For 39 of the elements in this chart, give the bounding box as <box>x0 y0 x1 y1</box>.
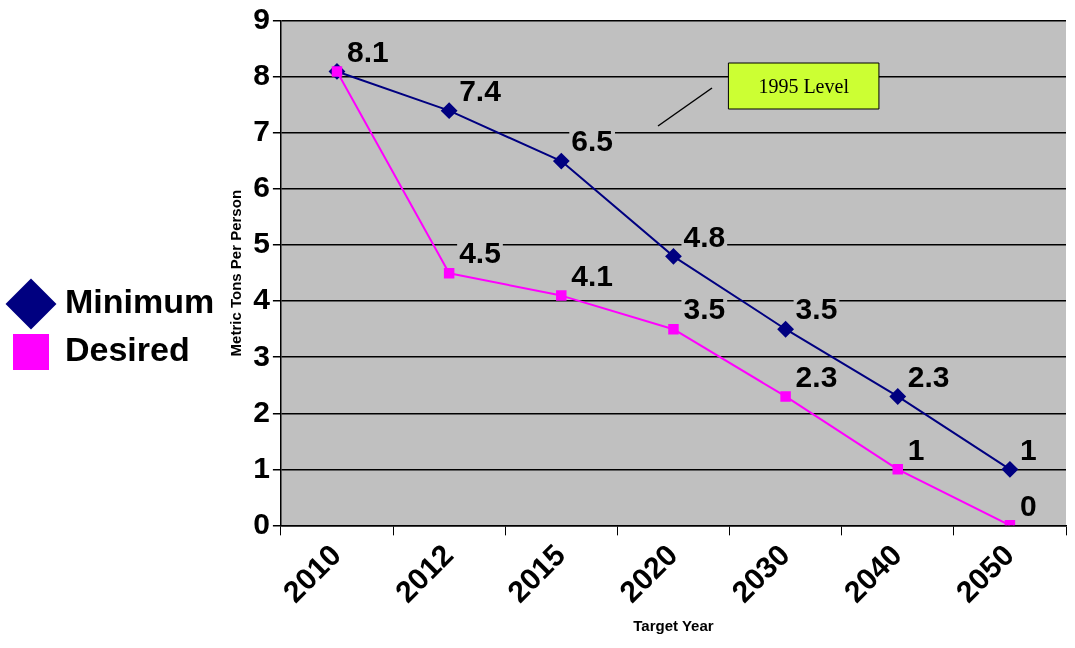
annotation: 1995 Level <box>758 75 850 98</box>
data-label: 4.1 <box>571 258 614 292</box>
point <box>892 464 904 475</box>
point <box>443 267 455 279</box>
y-tick-label: 8 <box>253 58 270 92</box>
point <box>556 290 567 301</box>
data-label: 4.8 <box>683 219 726 253</box>
y-tick-label: 3 <box>253 338 270 372</box>
data-label: 0 <box>1019 488 1037 522</box>
data-label: 1 <box>1019 432 1037 466</box>
data-label: 3.5 <box>683 292 726 326</box>
y-tick-label: 9 <box>253 2 270 36</box>
point <box>1001 461 1018 478</box>
data-label: 3.5 <box>795 292 838 326</box>
point <box>553 153 570 170</box>
point <box>668 323 679 335</box>
x-axis-title: Target Year <box>633 617 714 635</box>
point <box>780 391 791 402</box>
y-tick-label: 2 <box>253 394 270 428</box>
y-tick-label: 5 <box>253 226 270 260</box>
y-tick-label: 0 <box>253 506 270 540</box>
legend-label: Minimum <box>65 282 215 321</box>
data-label: 1 <box>907 432 925 466</box>
y-tick-label: 7 <box>253 114 270 148</box>
y-tick-label: 6 <box>253 170 270 204</box>
point <box>665 248 682 265</box>
point <box>777 321 794 338</box>
data-label: 6.5 <box>571 124 614 158</box>
point <box>889 388 906 405</box>
data-label: 4.5 <box>459 236 501 270</box>
legend-label: Desired <box>65 330 190 369</box>
y-axis-title: Metric Tons Per Person <box>227 189 245 357</box>
data-label: 2.3 <box>795 359 838 393</box>
point <box>441 102 458 119</box>
data-label: 7.4 <box>459 73 502 107</box>
data-label: 8.1 <box>346 34 389 68</box>
data-label: 2.3 <box>907 359 950 393</box>
y-tick-label: 1 <box>253 450 270 484</box>
y-tick-label: 4 <box>253 282 271 316</box>
